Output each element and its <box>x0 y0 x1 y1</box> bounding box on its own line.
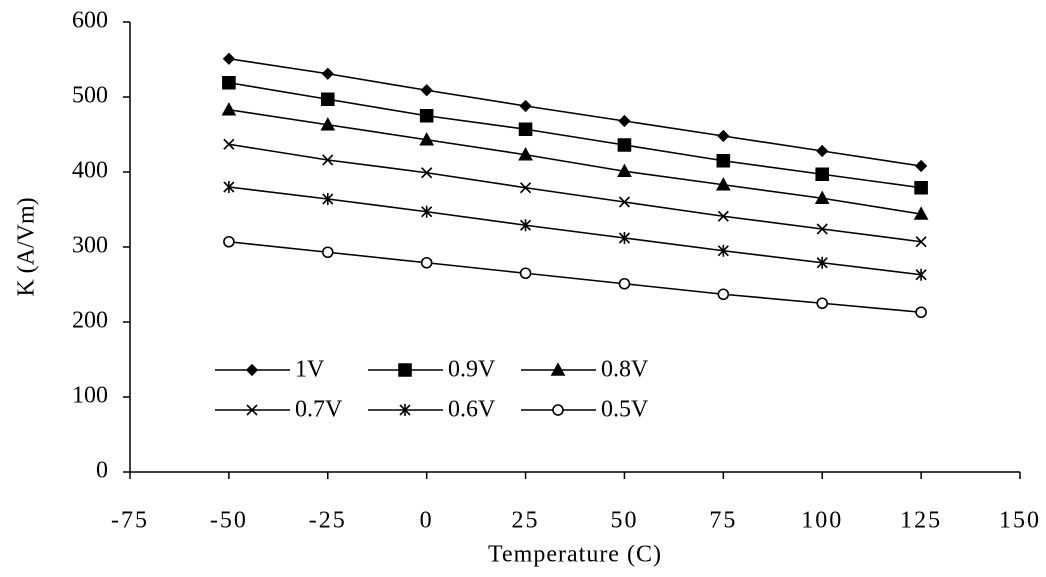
marker <box>519 182 532 194</box>
marker <box>222 52 236 65</box>
marker <box>915 306 927 319</box>
marker <box>717 129 730 143</box>
y-axis-label: K (A/Vm) <box>14 197 40 296</box>
marker <box>519 219 532 232</box>
x-tick-label: 125 <box>900 508 942 534</box>
legend-label: 0.5V <box>601 397 649 423</box>
legend-label: 0.7V <box>295 397 343 423</box>
marker <box>915 268 927 281</box>
marker <box>715 177 731 191</box>
marker <box>419 132 435 146</box>
marker <box>816 144 829 158</box>
marker <box>519 267 532 280</box>
marker <box>816 223 828 235</box>
y-tick-label: 0 <box>96 458 108 484</box>
marker <box>421 167 433 179</box>
marker <box>321 67 334 80</box>
legend-marker <box>398 363 412 377</box>
x-axis-label: Temperature (C) <box>488 542 662 568</box>
marker <box>420 84 433 97</box>
marker <box>617 163 632 178</box>
marker <box>618 232 631 244</box>
series-line <box>228 57 922 167</box>
legend-label: 0.6V <box>448 397 496 423</box>
legend-marker <box>552 404 564 416</box>
series-line <box>228 240 922 314</box>
marker <box>717 210 729 222</box>
marker <box>815 167 830 182</box>
x-tick-label: 50 <box>610 508 638 534</box>
marker <box>618 114 631 128</box>
legend-label: 0.8V <box>601 357 649 383</box>
legend-label: 1V <box>295 357 325 383</box>
marker <box>419 108 434 123</box>
marker <box>816 297 829 310</box>
y-tick-label: 600 <box>72 8 108 34</box>
marker <box>322 193 334 205</box>
x-tick-label: 100 <box>801 508 843 534</box>
marker <box>914 180 928 195</box>
marker <box>518 147 533 161</box>
legend-marker <box>550 362 566 376</box>
x-tick-label: -25 <box>309 508 347 534</box>
marker <box>717 288 730 301</box>
marker <box>913 206 929 220</box>
marker <box>421 205 433 218</box>
series-line <box>228 81 922 189</box>
marker <box>618 277 631 290</box>
marker <box>320 117 336 131</box>
x-tick-label: 75 <box>709 508 737 534</box>
marker <box>814 190 830 205</box>
legend-marker <box>245 363 259 377</box>
marker <box>717 244 729 257</box>
y-tick-label: 400 <box>72 158 108 184</box>
legend-marker <box>246 404 258 416</box>
y-tick-label: 100 <box>72 383 108 409</box>
x-tick-label: -75 <box>111 508 149 534</box>
series-line <box>228 108 922 215</box>
y-tick-label: 500 <box>72 83 108 109</box>
legend-label: 0.9V <box>448 357 496 383</box>
marker <box>618 196 631 208</box>
marker <box>223 181 235 193</box>
x-tick-label: 0 <box>420 508 434 534</box>
x-tick-label: 150 <box>999 508 1041 534</box>
marker <box>816 256 828 269</box>
marker <box>519 99 532 113</box>
marker <box>320 92 335 107</box>
series-line <box>228 186 922 276</box>
marker <box>321 246 334 259</box>
x-tick-label: 25 <box>512 508 540 534</box>
y-tick-label: 200 <box>72 308 108 334</box>
marker <box>716 153 731 168</box>
marker <box>221 102 237 116</box>
x-tick-label: -50 <box>210 508 248 534</box>
marker <box>915 236 927 248</box>
marker <box>322 154 334 166</box>
marker <box>223 235 235 248</box>
y-tick-label: 300 <box>72 233 108 259</box>
marker <box>420 256 433 269</box>
marker <box>222 75 236 90</box>
legend-marker <box>399 404 411 416</box>
marker <box>914 159 928 173</box>
marker <box>518 122 533 137</box>
marker <box>617 138 632 152</box>
series-line <box>228 143 922 243</box>
marker <box>223 138 235 150</box>
